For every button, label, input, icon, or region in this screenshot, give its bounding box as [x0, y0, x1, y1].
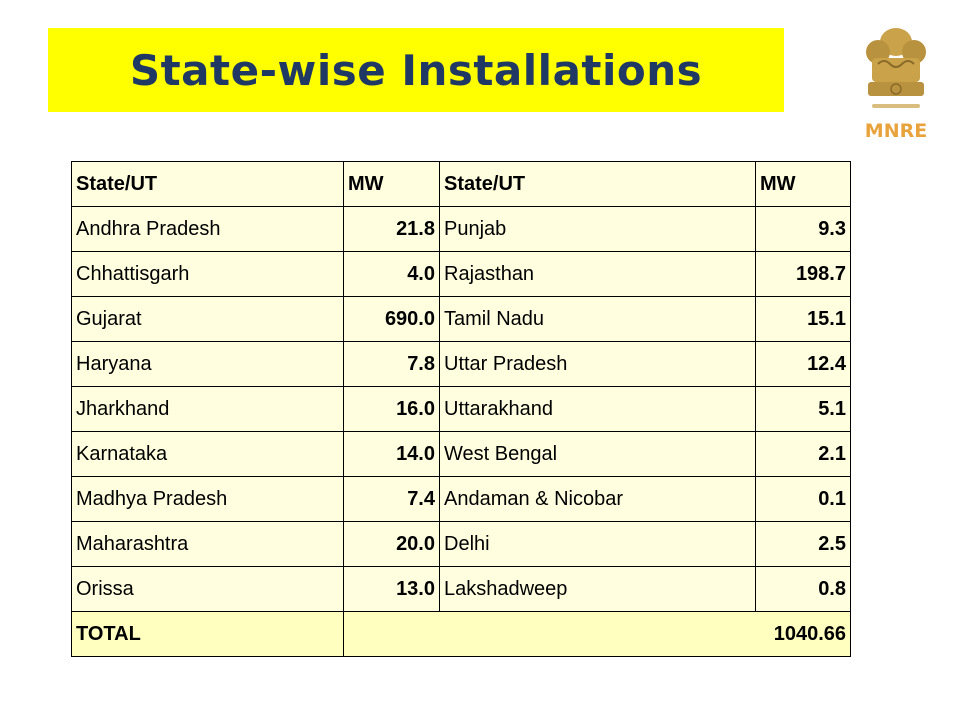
mw-value: 0.8: [755, 566, 851, 612]
page-title: State-wise Installations: [129, 45, 703, 95]
state-name: Chhattisgarh: [71, 251, 344, 297]
state-name: Delhi: [439, 521, 756, 567]
state-name: Karnataka: [71, 431, 344, 477]
mw-value: 15.1: [755, 296, 851, 342]
mw-value: 7.8: [343, 341, 440, 387]
total-row: TOTAL 1040.66: [71, 611, 851, 657]
table-row: Madhya Pradesh 7.4 Andaman & Nicobar 0.1: [71, 476, 851, 522]
mw-value: 7.4: [343, 476, 440, 522]
state-name: West Bengal: [439, 431, 756, 477]
state-emblem-icon: [866, 28, 926, 108]
mw-value: 21.8: [343, 206, 440, 252]
state-name: Haryana: [71, 341, 344, 387]
state-name: Andaman & Nicobar: [439, 476, 756, 522]
state-name: Uttar Pradesh: [439, 341, 756, 387]
mw-value: 14.0: [343, 431, 440, 477]
state-name: Madhya Pradesh: [71, 476, 344, 522]
mnre-logo: MNRE: [848, 20, 944, 150]
logo-label: MNRE: [864, 120, 928, 142]
mw-value: 0.1: [755, 476, 851, 522]
mw-value: 690.0: [343, 296, 440, 342]
table-row: Maharashtra 20.0 Delhi 2.5: [71, 521, 851, 567]
state-name: Punjab: [439, 206, 756, 252]
state-name: Maharashtra: [71, 521, 344, 567]
mw-value: 9.3: [755, 206, 851, 252]
header-state-left: State/UT: [71, 161, 344, 207]
state-name: Lakshadweep: [439, 566, 756, 612]
mw-value: 2.5: [755, 521, 851, 567]
title-banner: State-wise Installations: [48, 28, 784, 112]
mw-value: 2.1: [755, 431, 851, 477]
table-row: Karnataka 14.0 West Bengal 2.1: [71, 431, 851, 477]
state-name: Orissa: [71, 566, 344, 612]
header-mw-left: MW: [343, 161, 440, 207]
mw-value: 16.0: [343, 386, 440, 432]
table-row: Gujarat 690.0 Tamil Nadu 15.1: [71, 296, 851, 342]
header-state-right: State/UT: [439, 161, 756, 207]
mw-value: 12.4: [755, 341, 851, 387]
state-name: Rajasthan: [439, 251, 756, 297]
mw-value: 20.0: [343, 521, 440, 567]
state-name: Uttarakhand: [439, 386, 756, 432]
total-value: 1040.66: [343, 611, 851, 657]
table-row: Andhra Pradesh 21.8 Punjab 9.3: [71, 206, 851, 252]
table-row: Chhattisgarh 4.0 Rajasthan 198.7: [71, 251, 851, 297]
state-name: Tamil Nadu: [439, 296, 756, 342]
state-name: Andhra Pradesh: [71, 206, 344, 252]
mw-value: 5.1: [755, 386, 851, 432]
table-row: Haryana 7.8 Uttar Pradesh 12.4: [71, 341, 851, 387]
mw-value: 13.0: [343, 566, 440, 612]
total-label: TOTAL: [71, 611, 344, 657]
table-header-row: State/UT MW State/UT MW: [71, 161, 851, 207]
mw-value: 4.0: [343, 251, 440, 297]
table-row: Orissa 13.0 Lakshadweep 0.8: [71, 566, 851, 612]
table-row: Jharkhand 16.0 Uttarakhand 5.1: [71, 386, 851, 432]
state-name: Gujarat: [71, 296, 344, 342]
header-mw-right: MW: [755, 161, 851, 207]
mw-value: 198.7: [755, 251, 851, 297]
installations-table: State/UT MW State/UT MW Andhra Pradesh 2…: [71, 161, 851, 657]
state-name: Jharkhand: [71, 386, 344, 432]
